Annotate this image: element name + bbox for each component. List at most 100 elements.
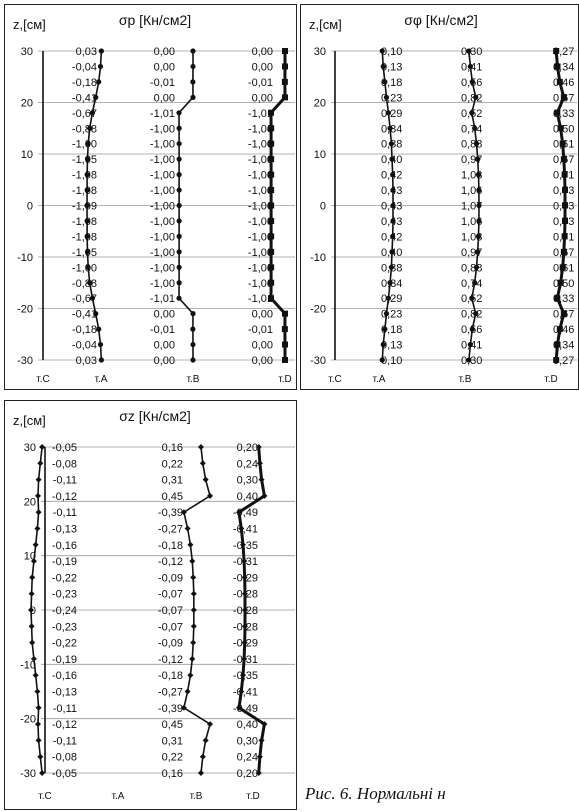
- data-label: 0,34: [553, 340, 574, 352]
- data-point: [268, 248, 275, 255]
- data-point: [87, 125, 93, 131]
- data-label: -0,05: [52, 768, 77, 780]
- data-point: [96, 326, 102, 332]
- data-point: [197, 444, 204, 450]
- data-point: [388, 264, 394, 270]
- data-label: 0,67: [553, 309, 574, 321]
- data-point: [554, 341, 561, 348]
- data-point: [176, 233, 182, 239]
- data-label: -0,24: [52, 605, 77, 617]
- data-label: -1,00: [248, 154, 273, 166]
- data-label: 0,00: [252, 340, 273, 352]
- x-category-label: т.А: [373, 374, 386, 385]
- chart-title: σр [Кн/см2]: [119, 12, 191, 28]
- y-tick-label: -30: [17, 355, 33, 367]
- data-label: -1,08: [72, 216, 97, 228]
- data-point: [37, 753, 44, 760]
- y-tick-label: 10: [314, 149, 326, 161]
- data-label: -1,01: [248, 293, 273, 305]
- data-point: [84, 187, 90, 193]
- data-label: 0,38: [381, 262, 402, 274]
- y-tick-label: -30: [310, 355, 326, 367]
- data-label: -0,19: [52, 654, 77, 666]
- x-category-label: т.А: [95, 374, 108, 385]
- data-point: [190, 639, 197, 646]
- data-label: 0,40: [237, 491, 258, 503]
- data-point: [476, 187, 482, 193]
- data-label: 0,31: [162, 735, 183, 747]
- data-point: [473, 264, 480, 270]
- data-point: [85, 264, 91, 270]
- data-label: -0,12: [158, 654, 183, 666]
- data-label: -0,19: [52, 556, 77, 568]
- data-label: 1,06: [461, 216, 482, 228]
- data-point: [176, 141, 182, 147]
- data-label: 0,73: [553, 216, 574, 228]
- data-label: -0,41: [233, 524, 258, 536]
- data-point: [84, 156, 91, 162]
- data-point: [176, 249, 182, 255]
- data-point: [98, 357, 104, 363]
- data-point: [256, 460, 263, 467]
- data-point: [469, 110, 475, 116]
- data-label: 0,03: [76, 355, 97, 367]
- data-point: [390, 218, 396, 224]
- data-point: [190, 357, 196, 363]
- x-category-label: т.С: [36, 374, 49, 385]
- data-label: 0,00: [154, 355, 175, 367]
- data-point: [187, 541, 194, 548]
- data-label: -1,00: [248, 278, 273, 290]
- data-label: -0,12: [158, 556, 183, 568]
- data-point: [255, 444, 262, 450]
- data-label: 0,67: [553, 92, 574, 104]
- data-point: [189, 655, 196, 662]
- data-label: -0,05: [52, 442, 77, 454]
- data-point: [556, 78, 563, 85]
- data-label: 0,29: [381, 293, 402, 305]
- data-label: -1,00: [150, 262, 175, 274]
- data-point: [32, 541, 39, 548]
- data-point: [472, 125, 478, 131]
- chart-sigma-phi: z,[см] σφ [Кн/см2] 30 20 10 0 -10 -20 -30 т.С т.А т…: [300, 4, 579, 390]
- data-label: 0,41: [461, 61, 482, 73]
- data-label: -1,00: [150, 278, 175, 290]
- data-label: -0,29: [233, 572, 258, 584]
- data-point: [85, 141, 91, 147]
- data-label: -0,04: [72, 61, 97, 73]
- data-point: [559, 140, 566, 147]
- data-point: [554, 63, 561, 70]
- data-label: 0,20: [237, 768, 258, 780]
- data-point: [467, 341, 473, 348]
- data-point: [553, 48, 560, 54]
- data-label: -1,00: [248, 247, 273, 259]
- data-label: 0,71: [553, 170, 574, 182]
- chart-svg: z,[см] σφ [Кн/см2] 30 20 10 0 -10 -20 -30т.С т.А т…: [309, 12, 577, 385]
- data-point: [97, 341, 104, 348]
- data-point: [466, 357, 472, 363]
- data-label: -1,01: [150, 293, 175, 305]
- data-point: [560, 248, 567, 255]
- data-label: -0,16: [52, 670, 77, 682]
- data-point: [176, 172, 182, 178]
- data-label: -1,00: [150, 154, 175, 166]
- data-point: [241, 558, 248, 565]
- data-point: [176, 264, 182, 270]
- data-label: 0,03: [76, 46, 97, 58]
- data-point: [268, 156, 275, 163]
- data-point: [238, 525, 245, 532]
- data-label: 1,03: [461, 231, 482, 243]
- data-point: [29, 639, 36, 646]
- data-point: [380, 63, 386, 70]
- data-label: 0,73: [553, 201, 574, 213]
- data-label: -0,22: [52, 572, 77, 584]
- data-label: -0,08: [52, 752, 77, 764]
- data-label: -0,01: [150, 324, 175, 336]
- data-point: [184, 688, 191, 695]
- data-label: -0,28: [233, 589, 258, 601]
- data-point: [560, 94, 567, 101]
- chart-sigma-z: z,[см]σz [Кн/см2]3020100-10-20-30т.Ст.Ат…: [4, 400, 297, 810]
- data-point: [261, 492, 268, 499]
- x-category-label: т.В: [190, 791, 203, 802]
- data-label: -1,00: [150, 170, 175, 182]
- data-point: [176, 295, 182, 301]
